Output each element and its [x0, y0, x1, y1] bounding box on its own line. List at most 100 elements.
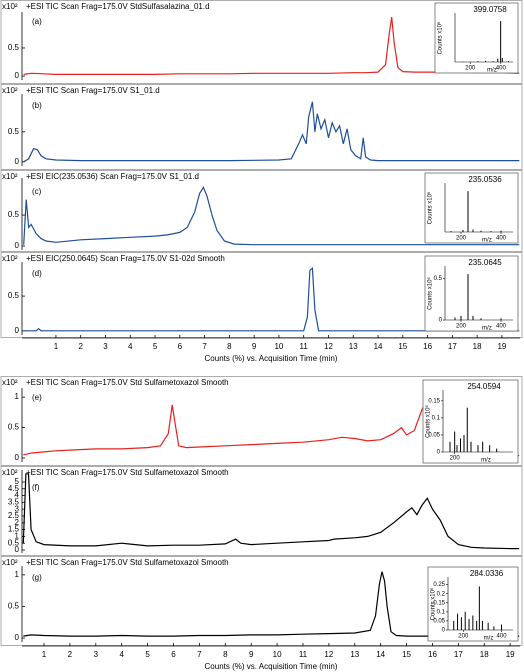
panel-frame — [0, 170, 523, 252]
y-tick-label: 0.5 — [8, 538, 20, 547]
inset: 0 0.5 200 400 m/z Counts x10⁶ 235.0645 — [424, 255, 519, 332]
inset-y-tick-label: 0.15 — [433, 600, 445, 606]
x-tick-label: 3 — [94, 650, 99, 659]
x-tick-label: 17 — [448, 342, 457, 351]
x-tick-label: 16 — [423, 342, 432, 351]
x-tick-label: 13 — [350, 650, 359, 659]
y-tick-label: 1 — [15, 532, 20, 541]
inset-y-tick-label: 0.1 — [432, 415, 441, 421]
y-tick-label: 0.5 — [8, 210, 20, 219]
panel: x10² +ESI TIC Scan Frag=175.0V S1_01.d (b)… — [0, 84, 523, 170]
inset-peak-label: 284.0336 — [470, 569, 504, 578]
inset-y-tick-label: 0.05 — [428, 433, 440, 439]
inset-peak-label: 235.0645 — [468, 258, 502, 267]
panel-frame — [0, 252, 523, 338]
trace — [23, 101, 520, 163]
x-tick-label: 18 — [473, 342, 482, 351]
inset-y-label: Counts x10⁶ — [427, 191, 434, 224]
inset-x-label: m/z — [482, 326, 492, 332]
x-tick-label: 7 — [197, 650, 202, 659]
x-tick-label: 17 — [454, 650, 463, 659]
trace — [23, 571, 520, 637]
inset-x-label: m/z — [481, 458, 491, 464]
panel-frame — [0, 466, 523, 556]
inset-x-tick-label: 400 — [497, 634, 508, 640]
y-tick-label: 1 — [15, 570, 20, 579]
inset-peak-label: 399.0758 — [473, 5, 507, 14]
panel-title: +ESI EIC(235.0536) Scan Frag=175.0V S1_0… — [26, 172, 199, 181]
panel: x10² +ESI EIC(250.0645) Scan Frag=175.0V … — [0, 252, 523, 363]
y-tick-label: 0.5 — [8, 43, 20, 52]
panel-title: +ESI EIC(250.0645) Scan Frag=175.0V S1-0… — [26, 254, 225, 263]
y-tick-label: 0 — [15, 545, 20, 554]
y-exponent: x10² — [2, 468, 18, 477]
y-tick-label: 0 — [15, 633, 20, 642]
inset-x-label: m/z — [482, 238, 492, 244]
x-tick-label: 8 — [223, 650, 228, 659]
x-tick-label: 12 — [324, 650, 333, 659]
panel-label: (b) — [32, 101, 42, 110]
trace — [23, 185, 520, 246]
x-tick-label: 4 — [128, 342, 133, 351]
y-tick-label: 0.5 — [8, 423, 20, 432]
panel-label: (d) — [32, 269, 42, 278]
inset-y-label: Counts x10⁶ — [427, 277, 434, 310]
y-tick-label: 1 — [15, 392, 20, 401]
x-tick-label: 2 — [78, 342, 83, 351]
panel-frame — [0, 376, 523, 466]
inset-x-tick-label: 400 — [496, 236, 507, 242]
panel: x10² +ESI EIC(235.0536) Scan Frag=175.0V … — [0, 170, 523, 252]
inset-y-tick-label: 0.15 — [428, 398, 440, 404]
inset-x-tick-label: 200 — [450, 456, 461, 462]
panel-title: +ESI TIC Scan Frag=175.0V Std Sulfametox… — [26, 468, 229, 477]
inset-frame — [424, 172, 519, 244]
inset-y-tick-label: 0.2 — [437, 591, 446, 597]
panel-label: (a) — [32, 17, 42, 26]
inset: 0 0.05 0.1 0.15 200 m/z Counts x10⁶ 254.0594 — [422, 379, 519, 464]
y-tick-label: 3 — [15, 504, 20, 513]
x-tick-label: 19 — [497, 342, 506, 351]
x-tick-label: 6 — [171, 650, 176, 659]
x-tick-label: 14 — [374, 342, 383, 351]
x-tick-label: 5 — [145, 650, 150, 659]
panel-title: +ESI TIC Scan Frag=175.0V S1_01.d — [26, 86, 160, 95]
y-exponent: x10² — [2, 558, 18, 567]
inset-y-label: Counts x10⁶ — [430, 587, 437, 620]
x-tick-label: 18 — [480, 650, 489, 659]
x-axis-label: Counts (%) vs. Acquisition Time (min) — [205, 354, 338, 363]
inset-x-tick-label: 200 — [465, 66, 476, 72]
trace — [23, 267, 520, 332]
x-tick-label: 15 — [398, 342, 407, 351]
inset-y-tick-label: 0 — [439, 318, 443, 324]
inset-x-tick-label: 400 — [496, 66, 507, 72]
x-tick-label: 14 — [376, 650, 385, 659]
x-tick-label: 2 — [68, 650, 73, 659]
x-tick-label: 3 — [103, 342, 108, 351]
x-tick-label: 7 — [202, 342, 207, 351]
x-tick-label: 16 — [428, 650, 437, 659]
y-tick-label: 0.5 — [8, 127, 20, 136]
inset-x-tick-label: 400 — [496, 324, 507, 330]
x-tick-label: 12 — [324, 342, 333, 351]
inset-y-tick-label: 0.05 — [433, 619, 445, 625]
y-tick-label: 5 — [15, 477, 20, 486]
x-tick-label: 15 — [402, 650, 411, 659]
x-tick-label: 10 — [274, 342, 283, 351]
x-tick-label: 9 — [249, 650, 254, 659]
y-exponent: x10² — [2, 254, 18, 263]
x-tick-label: 6 — [178, 342, 183, 351]
y-tick-label: 0 — [15, 326, 20, 335]
y-exponent: x10² — [2, 86, 18, 95]
y-tick-label: 4.5 — [8, 484, 20, 493]
panel: x10² +ESI TIC Scan Frag=175.0V Std Sulfam… — [0, 466, 523, 556]
y-tick-label: 0 — [15, 157, 20, 166]
panel-label: (c) — [32, 187, 42, 196]
y-tick-label: 0.5 — [8, 602, 20, 611]
y-tick-label: 3.5 — [8, 497, 20, 506]
y-tick-label: 4 — [15, 491, 20, 500]
y-tick-label: 0 — [15, 241, 20, 250]
panel: x10² +ESI TIC Scan Frag=175.0V Std Sulfam… — [0, 376, 523, 466]
